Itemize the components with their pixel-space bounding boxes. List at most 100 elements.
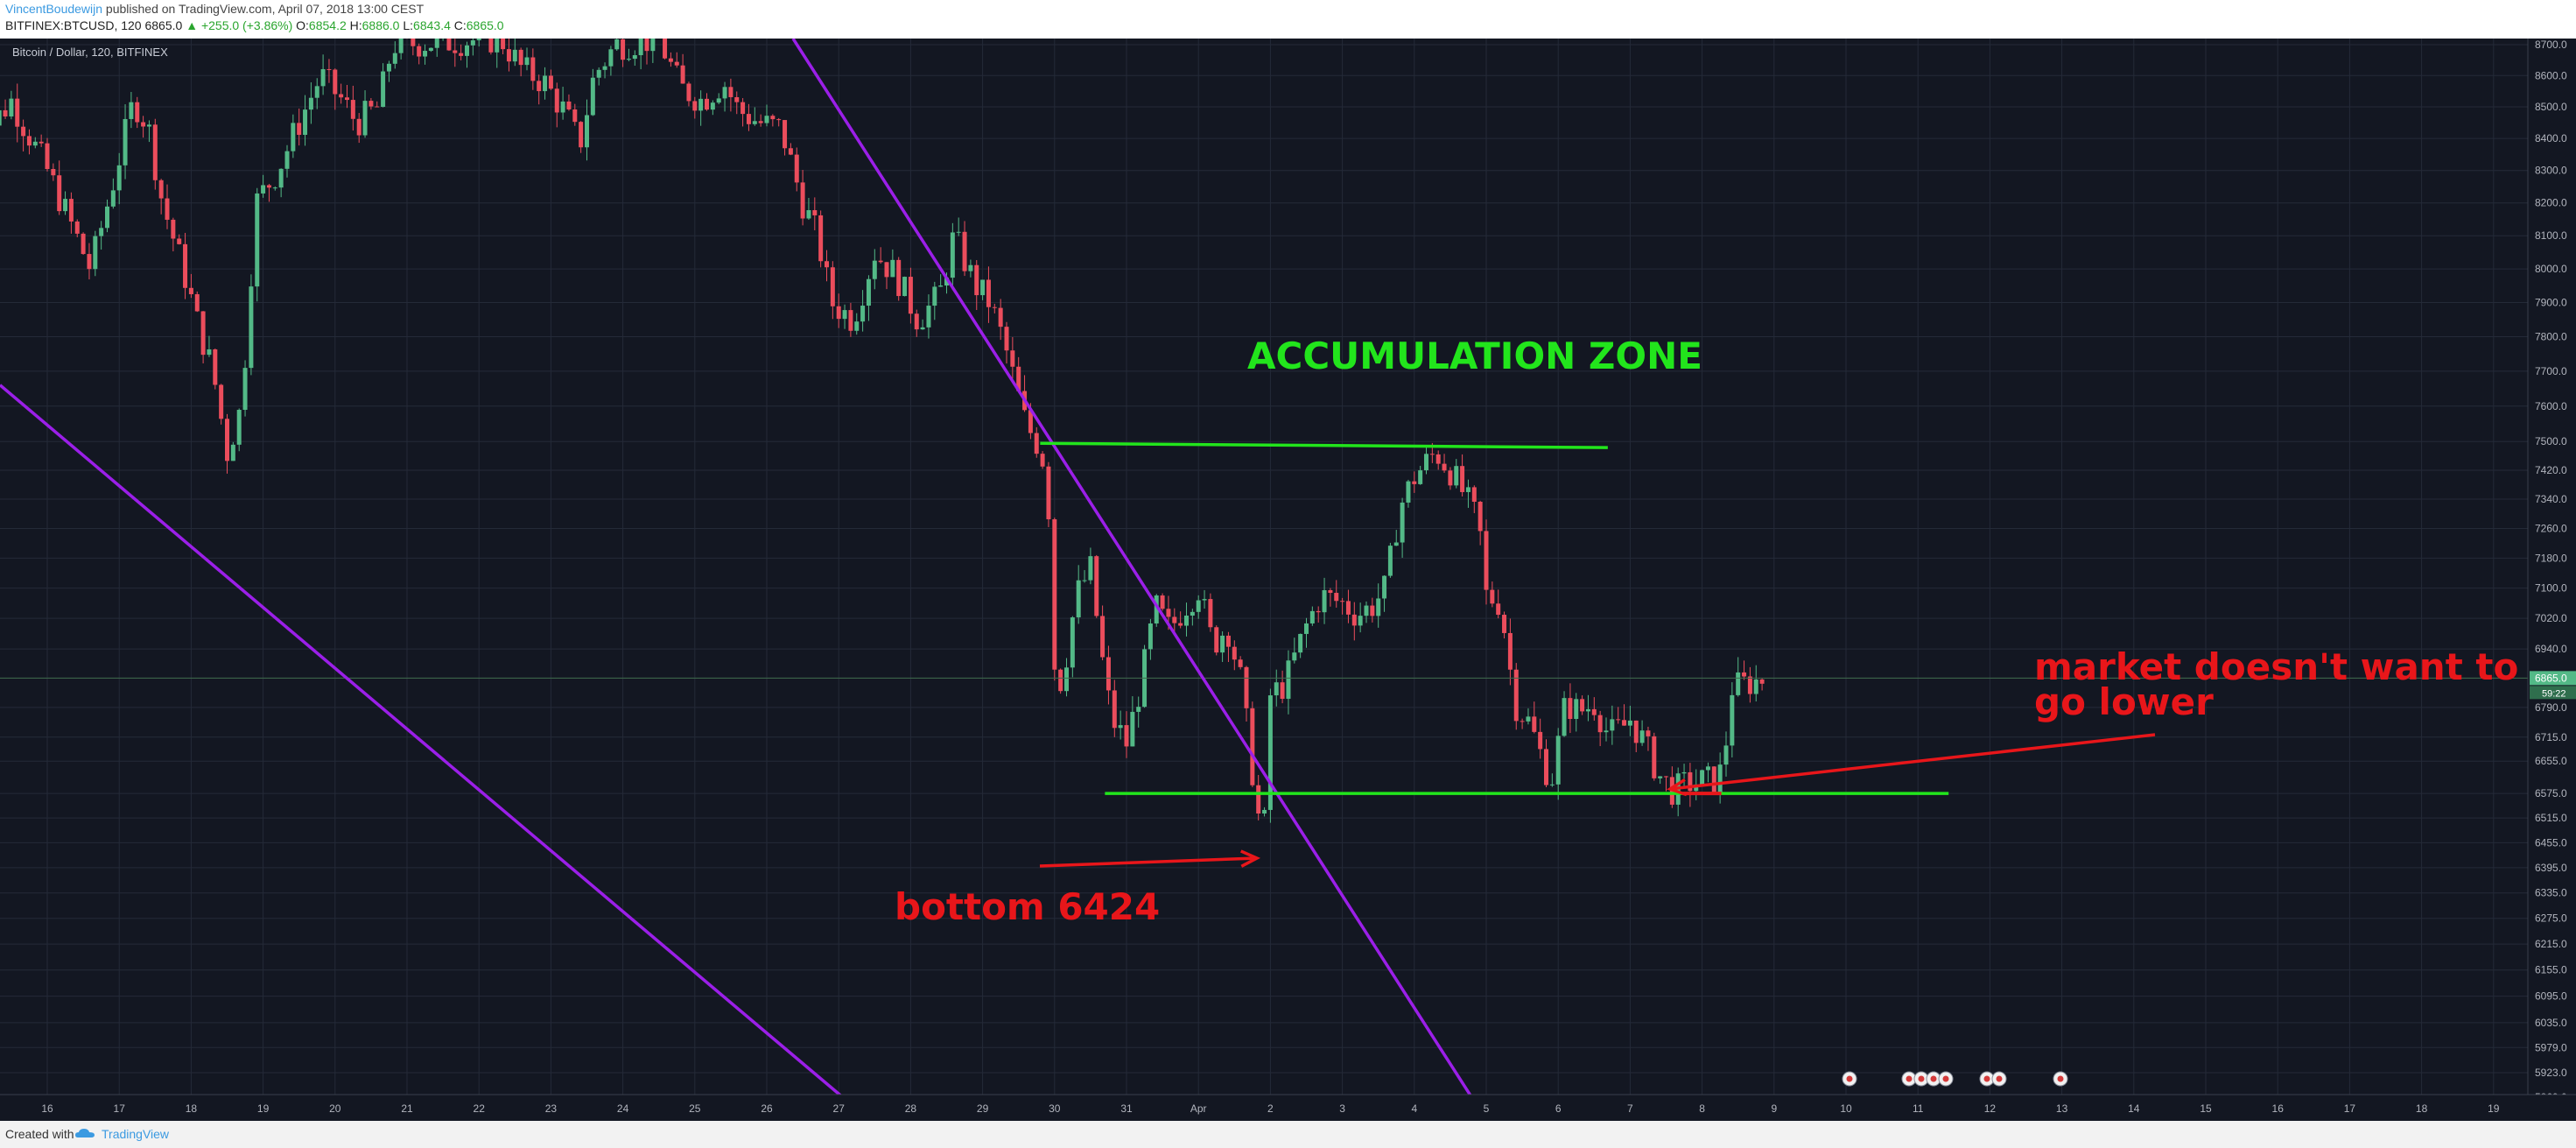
time-tick-label: 23 — [545, 1102, 558, 1115]
candle-up — [1220, 635, 1225, 653]
time-tick-label: 12 — [1984, 1102, 1997, 1115]
market-comment-label: market doesn't want to go lower — [2034, 645, 2518, 723]
price-axis[interactable]: 8700.0 8600.0 8500.0 8400.0 8300.0 8200.0 8100… — [2527, 39, 2576, 1103]
candle-down — [1633, 720, 1639, 743]
price-tick-label: 6155.0 — [2535, 964, 2567, 976]
candle-up — [428, 47, 433, 52]
candle-down — [1016, 366, 1021, 391]
candle-down — [1034, 433, 1039, 454]
candle-up — [1184, 616, 1189, 626]
candle-down — [518, 49, 523, 66]
candle-down — [446, 39, 452, 51]
time-tick-label: 26 — [761, 1102, 773, 1115]
time-tick-label: 25 — [689, 1102, 701, 1115]
candle-down — [1052, 519, 1057, 670]
candle-down — [345, 97, 349, 101]
candle-down — [81, 233, 86, 255]
candle-down — [1580, 699, 1585, 712]
candle-up — [932, 286, 937, 306]
candle-down — [680, 65, 685, 84]
candle-down — [501, 39, 506, 50]
candle-up — [1298, 633, 1303, 653]
price-tick-label: 7700.0 — [2535, 365, 2567, 377]
candle-down — [1328, 589, 1333, 594]
candle-down — [183, 243, 188, 288]
candle-down — [663, 39, 668, 59]
candle-up — [1076, 580, 1081, 618]
candle-up — [716, 98, 721, 103]
candle-up — [1376, 598, 1381, 616]
tradingview-cloud-icon — [75, 1129, 95, 1137]
candle-up — [110, 190, 116, 207]
candle-down — [39, 141, 44, 144]
candle-up — [626, 59, 631, 60]
time-tick-label: 31 — [1120, 1102, 1133, 1115]
candle-down — [1568, 698, 1573, 720]
candle-up — [146, 124, 151, 127]
candle-up — [1627, 720, 1632, 726]
candle-down — [974, 264, 979, 296]
candle-up — [902, 277, 908, 297]
candle-down — [1250, 708, 1255, 785]
countdown-tag — [2530, 686, 2576, 700]
market-comment-line: go lower — [2034, 680, 2214, 723]
time-axis[interactable]: 16 17 18 19 20 21 22 23 24 25 26 27 28 29 30 31 Apr 2 3 4 5 6… — [0, 1094, 2576, 1121]
candle-up — [1064, 667, 1069, 692]
candle-up — [920, 327, 925, 330]
time-tick-label: 5 — [1484, 1102, 1490, 1115]
candle-down — [200, 311, 206, 356]
candle-up — [1753, 679, 1758, 694]
last-price-tag — [2530, 671, 2576, 686]
price-tick-label: 5923.0 — [2535, 1067, 2567, 1079]
price-chart[interactable]: ACCUMULATION ZONE bottom 6424 market doesn… — [0, 39, 2576, 1121]
candle-up — [602, 66, 607, 70]
time-tick-label: 11 — [1913, 1102, 1924, 1115]
change-text: ▲ +255.0 (+3.86%) — [186, 18, 293, 32]
event-flag-dot — [1996, 1075, 2003, 1082]
tradingview-brand-link[interactable]: TradingView — [102, 1127, 170, 1141]
candle-up — [1322, 589, 1327, 613]
candle-down — [758, 121, 763, 123]
price-tick-label: 6395.0 — [2535, 862, 2567, 874]
candle-down — [1742, 672, 1747, 677]
candle-down — [770, 116, 776, 120]
price-tick-label: 8200.0 — [2535, 197, 2567, 209]
candle-up — [261, 185, 266, 194]
time-tick-label: 6 — [1555, 1102, 1562, 1115]
candle-up — [1700, 770, 1705, 785]
candle-down — [356, 118, 361, 136]
candle-up — [0, 109, 2, 126]
candle-up — [890, 259, 895, 278]
candle-up — [465, 45, 469, 56]
candle-down — [1622, 720, 1627, 726]
candle-up — [1292, 652, 1297, 661]
candlestick-series — [0, 39, 1765, 823]
candle-down — [728, 87, 733, 97]
candle-up — [1136, 707, 1141, 712]
candle-down — [962, 231, 967, 271]
candle-up — [99, 228, 104, 236]
candle-down — [1412, 481, 1417, 484]
author-link[interactable]: VincentBoudewijn — [5, 2, 103, 16]
candle-down — [884, 262, 889, 278]
candle-up — [872, 260, 877, 279]
candle-down — [225, 419, 229, 461]
candle-up — [980, 279, 986, 296]
candle-down — [1520, 721, 1525, 722]
candle-up — [1274, 682, 1279, 696]
candle-up — [1393, 542, 1399, 546]
chart-background — [0, 39, 2576, 1121]
candle-down — [459, 53, 464, 56]
candle-up — [698, 98, 704, 111]
event-markers — [1842, 1071, 2068, 1087]
accumulation-zone-label: ACCUMULATION ZONE — [1247, 335, 1702, 377]
candle-down — [548, 75, 553, 89]
candle-down — [194, 293, 200, 312]
candle-up — [105, 206, 109, 229]
time-tick-label: 20 — [329, 1102, 341, 1115]
candle-down — [1112, 690, 1117, 729]
open-value: 6854.2 — [308, 18, 347, 32]
bottom-label: bottom 6424 — [895, 885, 1160, 928]
candle-down — [1711, 766, 1716, 792]
candle-down — [530, 57, 536, 81]
